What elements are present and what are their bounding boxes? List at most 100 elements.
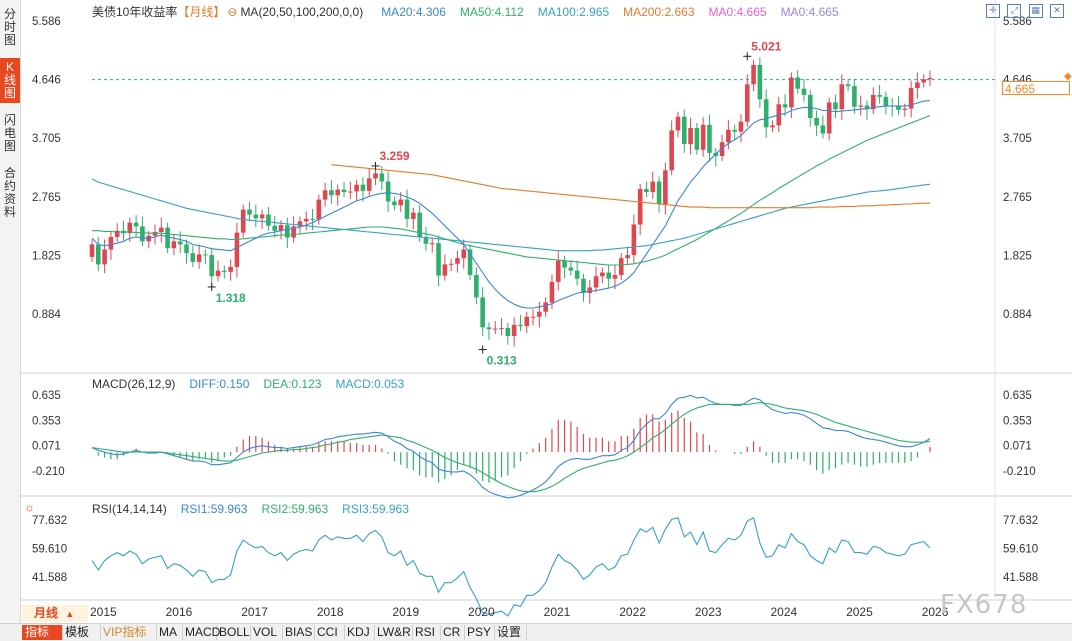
candle-body bbox=[322, 190, 328, 200]
candle-body bbox=[694, 127, 700, 150]
candle-body bbox=[826, 102, 832, 134]
rsi-tick-right: 59.610 bbox=[1003, 544, 1038, 556]
toolbar-button-12[interactable]: CR bbox=[440, 625, 465, 640]
candle-body bbox=[870, 94, 876, 110]
period-tab[interactable]: 月线 ▲ bbox=[22, 605, 88, 622]
candle-body bbox=[738, 121, 744, 132]
price-tick-left: 4.646 bbox=[32, 75, 61, 87]
candle-body bbox=[612, 274, 618, 279]
legend-item: MA50:4.112 bbox=[459, 5, 524, 19]
candle-body bbox=[921, 79, 926, 83]
candle-body bbox=[417, 212, 422, 237]
candle-body bbox=[480, 297, 485, 328]
candle-body bbox=[896, 106, 901, 110]
candle-body bbox=[568, 267, 574, 271]
candle-body bbox=[392, 201, 397, 206]
watermark-logo: FX678 bbox=[940, 590, 1028, 620]
candle-body bbox=[915, 82, 920, 89]
x-axis-year: 2018 bbox=[317, 605, 344, 619]
candle-body bbox=[360, 184, 366, 191]
candle-body bbox=[505, 327, 511, 337]
candle-body bbox=[795, 77, 800, 89]
toolbar-button-10[interactable]: LW&R bbox=[374, 625, 413, 640]
expand-icon[interactable]: ⤢ bbox=[1007, 4, 1022, 18]
chart-area[interactable]: 5.5865.5864.6464.6463.7053.7052.7652.765… bbox=[20, 0, 1072, 623]
toolbar-button-11[interactable]: RSI bbox=[412, 625, 441, 640]
price-tick-left: 1.825 bbox=[32, 250, 61, 262]
candle-body bbox=[524, 316, 530, 327]
sidebar-tab-0[interactable]: 分时图 bbox=[0, 5, 20, 50]
candle-body bbox=[354, 184, 359, 192]
price-tick-right: 5.586 bbox=[1003, 16, 1032, 28]
close-icon[interactable]: ✕ bbox=[1050, 4, 1064, 18]
price-tick-left: 2.765 bbox=[32, 192, 61, 204]
instrument-name: 美债10年收益率 bbox=[92, 5, 178, 19]
candle-body bbox=[259, 214, 265, 219]
price-tick-left: 0.884 bbox=[32, 309, 61, 321]
toolbar-button-4[interactable]: MACD bbox=[182, 625, 220, 640]
candle-body bbox=[807, 94, 813, 118]
candle-body bbox=[385, 181, 391, 202]
rsi-legend: RSI(14,14,14) RSI1:59.963 RSI2:59.963 RSI3:… bbox=[92, 502, 421, 516]
candle-body bbox=[637, 188, 643, 225]
sidebar-tab-char: 约 bbox=[3, 179, 16, 193]
toolbar-button-5[interactable]: BOLL bbox=[216, 625, 251, 640]
toolbar-button-13[interactable]: PSY bbox=[464, 625, 495, 640]
candle-body bbox=[316, 199, 322, 220]
toolbar-button-6[interactable]: VOL bbox=[250, 625, 283, 640]
candle-body bbox=[177, 241, 183, 245]
x-axis-year: 2019 bbox=[392, 605, 419, 619]
candle-body bbox=[581, 278, 586, 294]
candle-body bbox=[858, 105, 863, 107]
toolbar-button-3[interactable]: MA bbox=[156, 625, 183, 640]
candle-body bbox=[171, 241, 177, 249]
toolbar-button-14[interactable]: 设置 bbox=[494, 625, 527, 640]
legend-item: MACD:0.053 bbox=[335, 377, 405, 391]
toolbar-button-0[interactable]: 指标 bbox=[22, 625, 63, 640]
toolbar-button-8[interactable]: CCI bbox=[314, 625, 345, 640]
candle-body bbox=[329, 190, 334, 196]
candle-body bbox=[852, 86, 857, 107]
crosshair-icon[interactable]: ✛ bbox=[985, 4, 1000, 18]
candle-body bbox=[285, 225, 290, 238]
sidebar-tab-3[interactable]: 合约资料 bbox=[0, 164, 20, 222]
settings-circle-icon[interactable]: ⊖ bbox=[227, 5, 238, 19]
candle-body bbox=[618, 258, 624, 275]
candle-body bbox=[625, 255, 630, 259]
main-legend: 美债10年收益率【月线】 ⊖ MA(20,50,100,200,0,0) MA20:4… bbox=[92, 3, 851, 20]
toolbar-button-9[interactable]: KDJ bbox=[344, 625, 375, 640]
rsi-tick-right: 77.632 bbox=[1003, 515, 1038, 527]
candle-body bbox=[801, 88, 807, 95]
candle-body bbox=[593, 276, 599, 288]
toolbar-button-2[interactable]: VIP指标 bbox=[100, 625, 157, 640]
candle-body bbox=[669, 130, 674, 171]
candle-body bbox=[411, 212, 416, 219]
candle-body bbox=[474, 274, 479, 298]
sidebar-tab-2[interactable]: 闪电图 bbox=[0, 111, 20, 156]
sun-icon[interactable]: ☼ bbox=[24, 500, 35, 514]
candle-body bbox=[927, 78, 933, 80]
candle-body bbox=[656, 181, 662, 204]
candle-body bbox=[574, 270, 580, 279]
candle-body bbox=[348, 191, 353, 193]
candle-body bbox=[152, 231, 158, 236]
toolbar-button-1[interactable]: 模板 bbox=[62, 625, 101, 640]
candle-body bbox=[744, 84, 750, 122]
ma50-line bbox=[92, 114, 931, 266]
legend-item: MA200:2.663 bbox=[623, 5, 695, 19]
candle-body bbox=[549, 281, 555, 303]
toolbar-button-7[interactable]: BIAS bbox=[282, 625, 315, 640]
candle-body bbox=[820, 125, 826, 134]
candle-body bbox=[681, 116, 687, 145]
candle-body bbox=[196, 254, 202, 262]
macd-tick-left: -0.210 bbox=[32, 466, 65, 478]
layout-icon[interactable]: ▦ bbox=[1028, 4, 1043, 18]
candle-body bbox=[341, 189, 347, 193]
candle-body bbox=[833, 102, 838, 110]
candle-body bbox=[133, 222, 139, 227]
candle-body bbox=[555, 260, 561, 282]
ma-label: MA(20,50,100,200,0,0) bbox=[240, 5, 364, 19]
macd-tick-right: 0.071 bbox=[1003, 441, 1032, 453]
indicator-toolbar: 指标 模板 VIP指标 MA MACD BOLL VOL BIAS CCI KDJ LW&R RSI C… bbox=[0, 623, 1072, 641]
